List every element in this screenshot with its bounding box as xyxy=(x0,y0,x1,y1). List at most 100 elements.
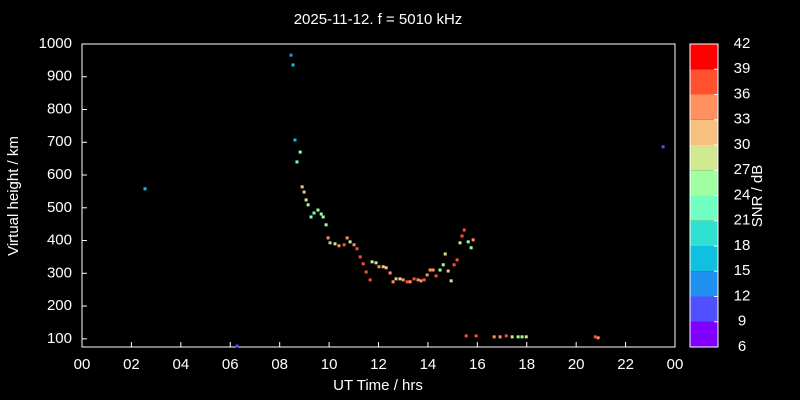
colorbar-band xyxy=(690,119,718,145)
data-point xyxy=(464,334,468,338)
data-point xyxy=(352,243,356,247)
colorbar-tick-label: 12 xyxy=(734,287,751,304)
data-point xyxy=(368,278,372,282)
data-point xyxy=(293,138,297,142)
data-point xyxy=(446,269,450,273)
x-tick-label: 04 xyxy=(172,356,189,373)
data-point xyxy=(384,266,388,270)
data-point xyxy=(381,265,385,269)
data-point xyxy=(449,279,453,283)
data-point xyxy=(462,228,466,232)
data-point xyxy=(309,215,313,219)
colorbar-tick-label: 27 xyxy=(734,161,751,178)
colorbar-band xyxy=(690,296,718,322)
colorbar-band xyxy=(690,220,718,246)
data-point xyxy=(438,268,442,272)
colorbar-tick-label: 42 xyxy=(734,35,751,52)
x-tick-label: 00 xyxy=(667,356,684,373)
data-point xyxy=(398,277,402,281)
data-point xyxy=(504,334,508,338)
data-point xyxy=(364,270,368,274)
y-tick-label: 700 xyxy=(47,133,72,150)
colorbar-tick-label: 33 xyxy=(734,111,751,128)
x-axis-label: UT Time / hrs xyxy=(333,377,423,394)
colorbar-tick-label: 18 xyxy=(734,237,751,254)
data-point xyxy=(143,187,147,191)
data-point xyxy=(300,185,304,189)
colorbar-band xyxy=(690,170,718,196)
colorbar-tick-label: 24 xyxy=(734,186,751,203)
data-point xyxy=(326,236,330,240)
chart-title: 2025-11-12. f = 5010 kHz xyxy=(294,11,463,28)
data-point xyxy=(316,208,320,212)
data-point xyxy=(661,145,665,149)
colorbar-tick-label: 36 xyxy=(734,85,751,102)
colorbar-tick-label: 39 xyxy=(734,60,751,77)
data-point xyxy=(348,240,352,244)
data-point xyxy=(295,160,299,164)
data-point xyxy=(469,246,473,250)
data-point xyxy=(520,335,524,339)
data-point xyxy=(492,335,496,339)
data-point xyxy=(377,265,381,269)
data-point xyxy=(342,243,346,247)
data-point xyxy=(235,344,239,348)
data-point xyxy=(458,241,462,245)
colorbar-band xyxy=(690,94,718,120)
colorbar-band xyxy=(690,195,718,221)
data-point xyxy=(474,334,478,338)
data-point xyxy=(345,236,349,240)
y-tick-label: 1000 xyxy=(39,35,72,52)
data-point xyxy=(355,247,359,251)
data-point xyxy=(408,280,412,284)
data-point xyxy=(416,278,420,282)
data-point xyxy=(466,240,470,244)
colorbar-band xyxy=(690,145,718,171)
data-point xyxy=(524,335,528,339)
data-point xyxy=(361,262,365,266)
x-tick-label: 22 xyxy=(617,356,634,373)
x-tick-label: 16 xyxy=(469,356,486,373)
data-point xyxy=(422,278,426,282)
data-point xyxy=(455,258,459,262)
data-point xyxy=(370,260,374,264)
colorbar-band xyxy=(690,246,718,272)
x-tick-label: 06 xyxy=(222,356,239,373)
y-tick-label: 900 xyxy=(47,68,72,85)
data-point xyxy=(510,335,514,339)
data-point xyxy=(419,279,423,283)
colorbar-tick-label: 9 xyxy=(738,313,746,330)
colorbar-band xyxy=(690,271,718,297)
y-tick-label: 400 xyxy=(47,232,72,249)
data-point xyxy=(452,263,456,267)
data-point xyxy=(441,263,445,267)
x-tick-label: 02 xyxy=(123,356,140,373)
data-point xyxy=(401,278,405,282)
data-point xyxy=(431,268,435,272)
colorbar-band xyxy=(690,69,718,95)
data-point xyxy=(388,271,392,275)
x-tick-label: 10 xyxy=(321,356,338,373)
data-point xyxy=(428,268,432,272)
colorbar-tick-label: 15 xyxy=(734,262,751,279)
data-point xyxy=(412,277,416,281)
data-point xyxy=(302,190,306,194)
data-point xyxy=(460,234,464,238)
y-tick-label: 200 xyxy=(47,297,72,314)
data-point xyxy=(593,335,597,339)
colorbar-band xyxy=(690,321,718,347)
colorbar-tick-label: 30 xyxy=(734,136,751,153)
data-point xyxy=(374,261,378,265)
colorbar-label: SNR / dB xyxy=(749,165,766,228)
colorbar-band xyxy=(690,44,718,70)
data-point xyxy=(394,277,398,281)
data-point xyxy=(298,150,302,154)
data-point xyxy=(471,238,475,242)
data-point xyxy=(324,223,328,227)
data-point xyxy=(306,203,310,207)
data-point xyxy=(358,255,362,259)
data-point xyxy=(596,336,600,340)
y-tick-label: 500 xyxy=(47,199,72,216)
